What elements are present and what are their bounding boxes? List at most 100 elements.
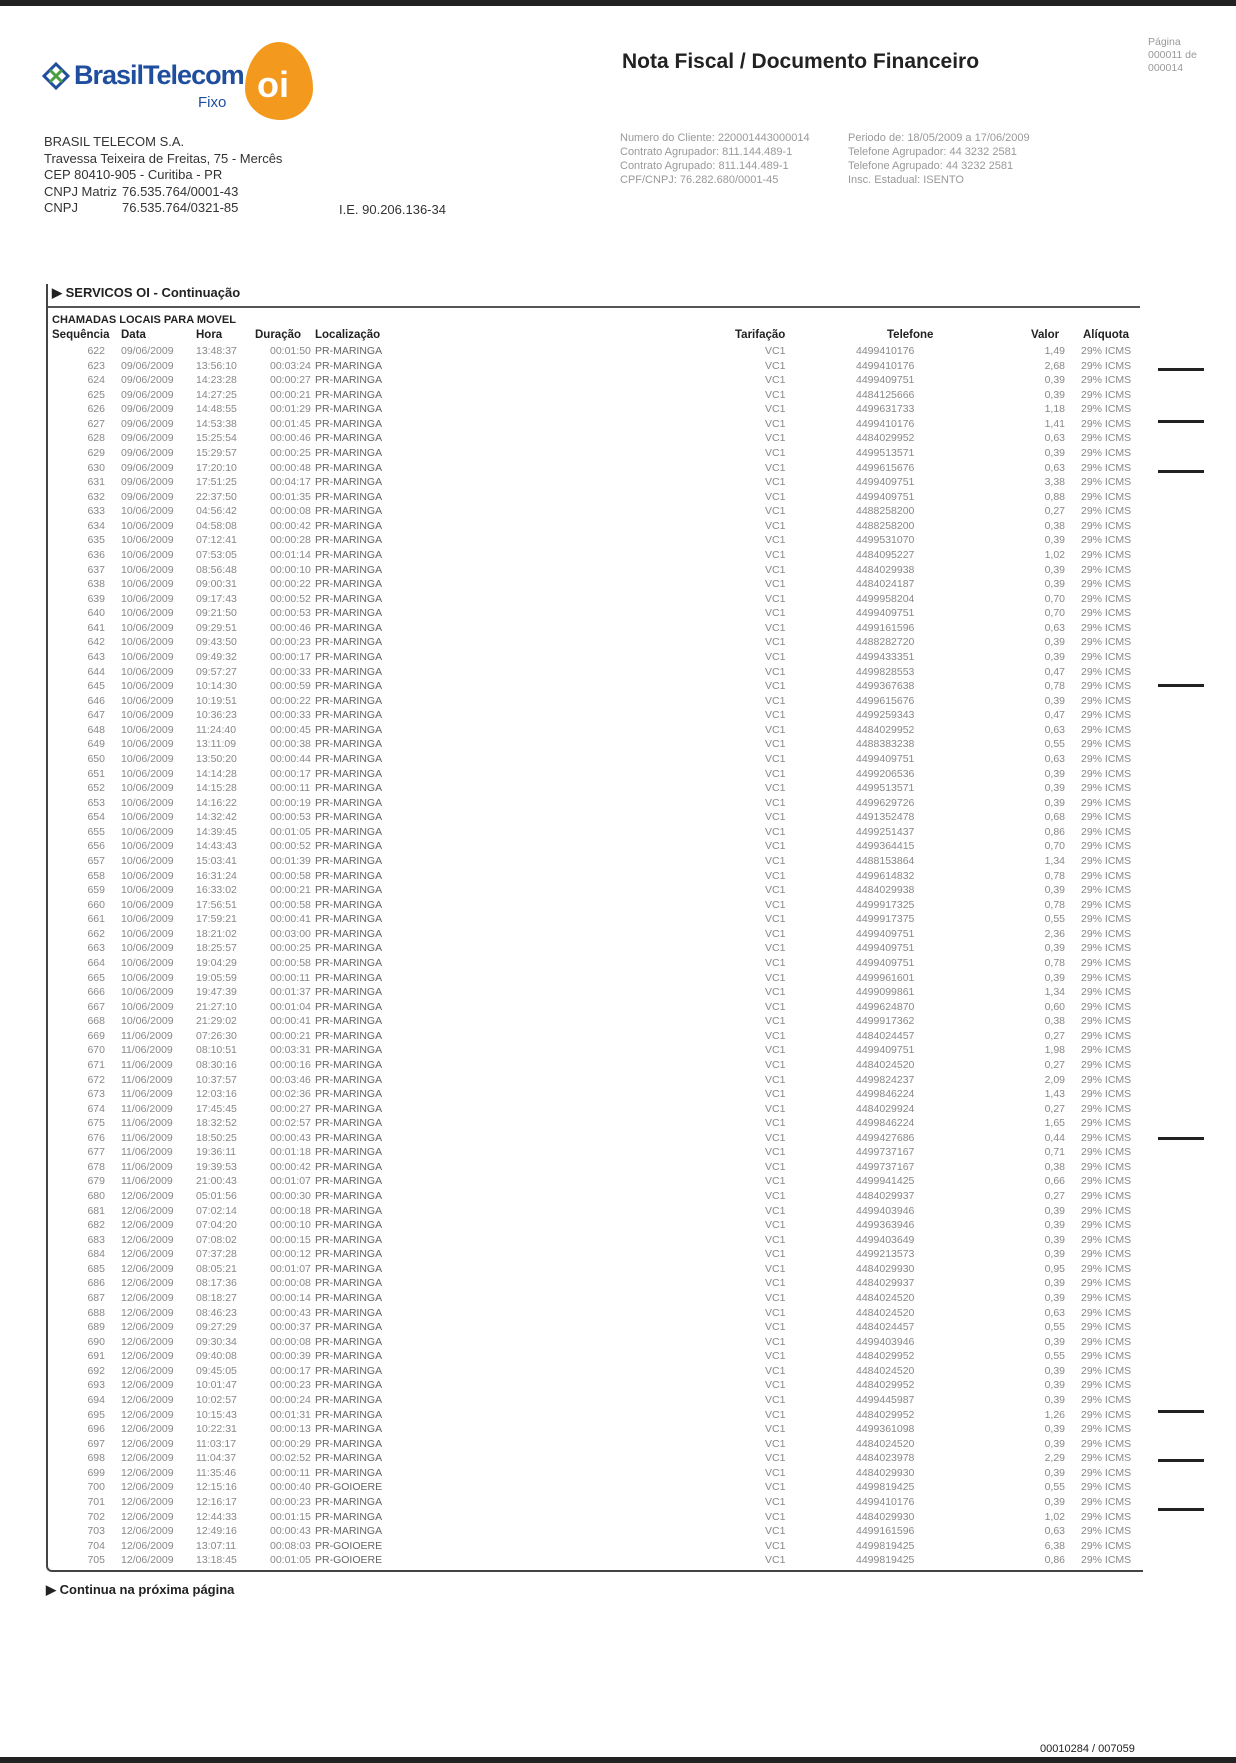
cell-telefone: 4484029937 (856, 1190, 915, 1203)
col-header-sequencia: Sequência (52, 329, 110, 341)
cell-telefone: 4499615676 (856, 461, 915, 474)
cell-telefone: 4499259343 (856, 709, 915, 722)
cell-tarifacao: VC1 (765, 1452, 786, 1465)
cell-localizacao: PR-GOIOERE (315, 1481, 383, 1494)
cell-valor: 0,39 (1044, 1437, 1065, 1450)
cell-data: 11/06/2009 (121, 1146, 173, 1159)
cell-duracao: 00:00:53 (270, 811, 311, 824)
cell-hora: 07:12:41 (196, 534, 237, 547)
cell-localizacao: PR-MARINGA (315, 417, 383, 430)
cell-hora: 07:02:14 (196, 1204, 237, 1217)
cell-hora: 14:23:28 (196, 374, 237, 387)
table-row: 633 10/06/2009 04:56:42 00:00:08 PR-MARINGA V… (0, 505, 1236, 520)
cell-aliquota: 29% ICMS (1081, 519, 1132, 532)
cell-telefone: 4499824237 (856, 1073, 915, 1086)
cell-localizacao: PR-MARINGA (315, 1364, 383, 1377)
table-row: 660 10/06/2009 17:56:51 00:00:58 PR-MARINGA V… (0, 899, 1236, 914)
cell-duracao: 00:00:46 (270, 432, 311, 445)
cell-data: 11/06/2009 (121, 1044, 173, 1057)
cell-tarifacao: VC1 (765, 767, 786, 780)
cell-localizacao: PR-MARINGA (315, 1350, 383, 1363)
table-row: 649 10/06/2009 13:11:09 00:00:38 PR-MARINGA V… (0, 738, 1236, 753)
cell-duracao: 00:03:00 (270, 927, 311, 940)
cell-aliquota: 29% ICMS (1081, 1481, 1132, 1494)
cpf-cnpj: CPF/CNPJ: 76.282.680/0001-45 (620, 174, 779, 186)
cell-data: 09/06/2009 (121, 345, 174, 357)
cell-aliquota: 29% ICMS (1081, 476, 1132, 489)
cell-hora: 10:01:47 (196, 1379, 237, 1392)
cell-data: 10/06/2009 (121, 840, 174, 853)
table-row: 654 10/06/2009 14:32:42 00:00:53 PR-MARINGA V… (0, 811, 1236, 826)
cell-sequencia: 646 (87, 694, 105, 707)
cell-valor: 0,63 (1044, 1525, 1065, 1538)
cell-tarifacao: VC1 (765, 825, 786, 838)
cell-hora: 22:37:50 (196, 490, 237, 503)
cell-sequencia: 627 (87, 417, 105, 430)
table-row: 629 09/06/2009 15:29:57 00:00:25 PR-MARINGA V… (0, 447, 1236, 462)
cell-sequencia: 635 (87, 534, 105, 547)
col-header-valor: Valor (1031, 329, 1060, 341)
cell-duracao: 00:00:48 (270, 461, 311, 474)
cell-localizacao: PR-MARINGA (315, 490, 383, 503)
cell-telefone: 4499631733 (856, 403, 915, 416)
cell-data: 10/06/2009 (121, 927, 174, 940)
table-row: 635 10/06/2009 07:12:41 00:00:28 PR-MARINGA V… (0, 534, 1236, 549)
cell-hora: 12:16:17 (196, 1496, 237, 1509)
cell-tarifacao: VC1 (765, 461, 786, 474)
scan-margin-mark (1158, 1137, 1204, 1140)
cell-hora: 09:30:34 (196, 1335, 237, 1348)
cell-tarifacao: VC1 (765, 1219, 786, 1232)
cell-aliquota: 29% ICMS (1081, 1219, 1132, 1232)
cell-sequencia: 652 (87, 782, 105, 795)
cell-telefone: 4484125666 (856, 388, 915, 401)
cell-sequencia: 681 (87, 1204, 105, 1217)
cell-localizacao: PR-MARINGA (315, 607, 383, 620)
table-row: 675 11/06/2009 18:32:52 00:02:57 PR-MARINGA V… (0, 1117, 1236, 1132)
cell-telefone: 4484029952 (856, 432, 915, 445)
cell-aliquota: 29% ICMS (1081, 854, 1132, 867)
table-row: 676 11/06/2009 18:50:25 00:00:43 PR-MARINGA V… (0, 1132, 1236, 1147)
cell-localizacao: PR-MARINGA (315, 1190, 383, 1203)
cell-sequencia: 632 (87, 490, 105, 503)
cell-hora: 09:45:05 (196, 1364, 237, 1377)
cell-localizacao: PR-MARINGA (315, 548, 383, 561)
cell-aliquota: 29% ICMS (1081, 986, 1132, 999)
cell-telefone: 4499410176 (856, 359, 915, 372)
cell-data: 12/06/2009 (121, 1510, 174, 1523)
cnpj-value: 76.535.764/0321-85 (122, 200, 239, 215)
cell-duracao: 00:00:10 (270, 563, 311, 576)
cell-sequencia: 701 (87, 1496, 105, 1509)
cell-aliquota: 29% ICMS (1081, 578, 1132, 591)
cell-aliquota: 29% ICMS (1081, 956, 1132, 969)
cell-telefone: 4484029952 (856, 1408, 915, 1421)
cell-valor: 0,47 (1044, 665, 1065, 678)
cell-duracao: 00:00:27 (270, 374, 311, 387)
cell-aliquota: 29% ICMS (1081, 1029, 1132, 1042)
cell-sequencia: 679 (87, 1175, 105, 1188)
cell-tarifacao: VC1 (765, 723, 786, 736)
cell-telefone: 4499409751 (856, 374, 915, 387)
cell-localizacao: PR-MARINGA (315, 1408, 383, 1421)
table-row: 681 12/06/2009 07:02:14 00:00:18 PR-MARINGA V… (0, 1205, 1236, 1220)
page-label: Página (1148, 36, 1181, 48)
cell-aliquota: 29% ICMS (1081, 1102, 1132, 1115)
cell-valor: 0,39 (1044, 942, 1065, 955)
table-row: 648 10/06/2009 11:24:40 00:00:45 PR-MARINGA V… (0, 724, 1236, 739)
table-row: 669 11/06/2009 07:26:30 00:00:21 PR-MARINGA V… (0, 1030, 1236, 1045)
col-header-data: Data (121, 329, 146, 341)
cell-telefone: 4484024457 (856, 1321, 915, 1334)
cell-localizacao: PR-MARINGA (315, 563, 383, 576)
cell-telefone: 4488153864 (856, 854, 915, 867)
cell-data: 09/06/2009 (121, 446, 174, 459)
cell-data: 09/06/2009 (121, 476, 174, 489)
cell-tarifacao: VC1 (765, 1262, 786, 1275)
company-cep: CEP 80410-905 - Curitiba - PR (44, 167, 223, 182)
table-row: 666 10/06/2009 19:47:39 00:01:37 PR-MARINGA V… (0, 986, 1236, 1001)
cell-telefone: 4499819425 (856, 1554, 915, 1567)
cell-sequencia: 622 (87, 345, 105, 357)
cell-hora: 08:18:27 (196, 1292, 237, 1305)
cell-valor: 0,39 (1044, 446, 1065, 459)
cell-sequencia: 630 (87, 461, 105, 474)
cell-duracao: 00:02:57 (270, 1117, 311, 1130)
cell-data: 10/06/2009 (121, 665, 174, 678)
